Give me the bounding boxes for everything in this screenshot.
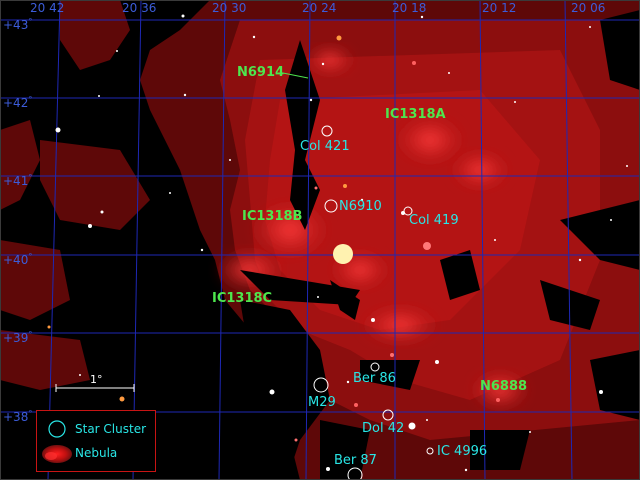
nebula-label-n6888[interactable]: N6888 xyxy=(480,379,528,394)
nebula-label-n6914[interactable]: N6914 xyxy=(237,65,285,80)
nebula-label-ic1318c[interactable]: IC1318C xyxy=(212,291,273,306)
colored-stars xyxy=(47,35,500,442)
cluster-label-n6910[interactable]: N6910 xyxy=(339,199,382,214)
cluster-marker-m29 xyxy=(313,377,329,393)
cluster-marker-ber86 xyxy=(370,362,380,372)
dec-label: +38° xyxy=(3,409,33,424)
legend-symbols xyxy=(42,420,72,463)
nebula-label-ic1318b[interactable]: IC1318B xyxy=(242,209,303,224)
n6914-leader-line xyxy=(282,72,309,79)
cluster-label-ber87[interactable]: Ber 87 xyxy=(334,453,377,468)
cluster-marker-n6910 xyxy=(324,199,338,213)
cluster-marker-ic4996 xyxy=(426,447,434,455)
cluster-label-m29[interactable]: M29 xyxy=(308,395,336,410)
cluster-label-col421[interactable]: Col 421 xyxy=(300,139,350,154)
dec-label: +42° xyxy=(3,95,33,110)
scale-bar xyxy=(55,384,135,392)
cluster-label-ic4996[interactable]: IC 4996 xyxy=(437,444,488,459)
legend-star-cluster-label: Star Cluster xyxy=(75,422,147,436)
scale-label: 1° xyxy=(90,373,103,386)
cluster-marker-col419 xyxy=(403,206,413,216)
cluster-markers xyxy=(313,125,434,480)
ra-label: 20 42 xyxy=(30,1,65,15)
ra-label: 20 06 xyxy=(571,1,606,15)
legend-nebula-label: Nebula xyxy=(75,446,118,460)
cluster-marker-col421 xyxy=(321,125,333,137)
cluster-label-col419[interactable]: Col 419 xyxy=(409,213,459,228)
ra-label: 20 12 xyxy=(482,1,517,15)
ra-label: 20 36 xyxy=(122,1,157,15)
cluster-label-ber86[interactable]: Ber 86 xyxy=(353,371,396,386)
dec-label: +43° xyxy=(3,17,33,32)
dec-label: +41° xyxy=(3,173,33,188)
ra-label: 20 18 xyxy=(392,1,427,15)
dec-label: +39° xyxy=(3,330,33,345)
cluster-marker-dol42 xyxy=(382,409,394,421)
ra-label: 20 24 xyxy=(302,1,337,15)
cluster-marker-ber87 xyxy=(347,467,363,480)
legend: Star Cluster Nebula xyxy=(36,410,156,472)
nebula-label-ic1318a[interactable]: IC1318A xyxy=(385,107,446,122)
star-cluster-icon xyxy=(48,420,66,438)
ra-label: 20 30 xyxy=(212,1,247,15)
dec-label: +40° xyxy=(3,252,33,267)
cluster-label-dol42[interactable]: Dol 42 xyxy=(362,421,405,436)
